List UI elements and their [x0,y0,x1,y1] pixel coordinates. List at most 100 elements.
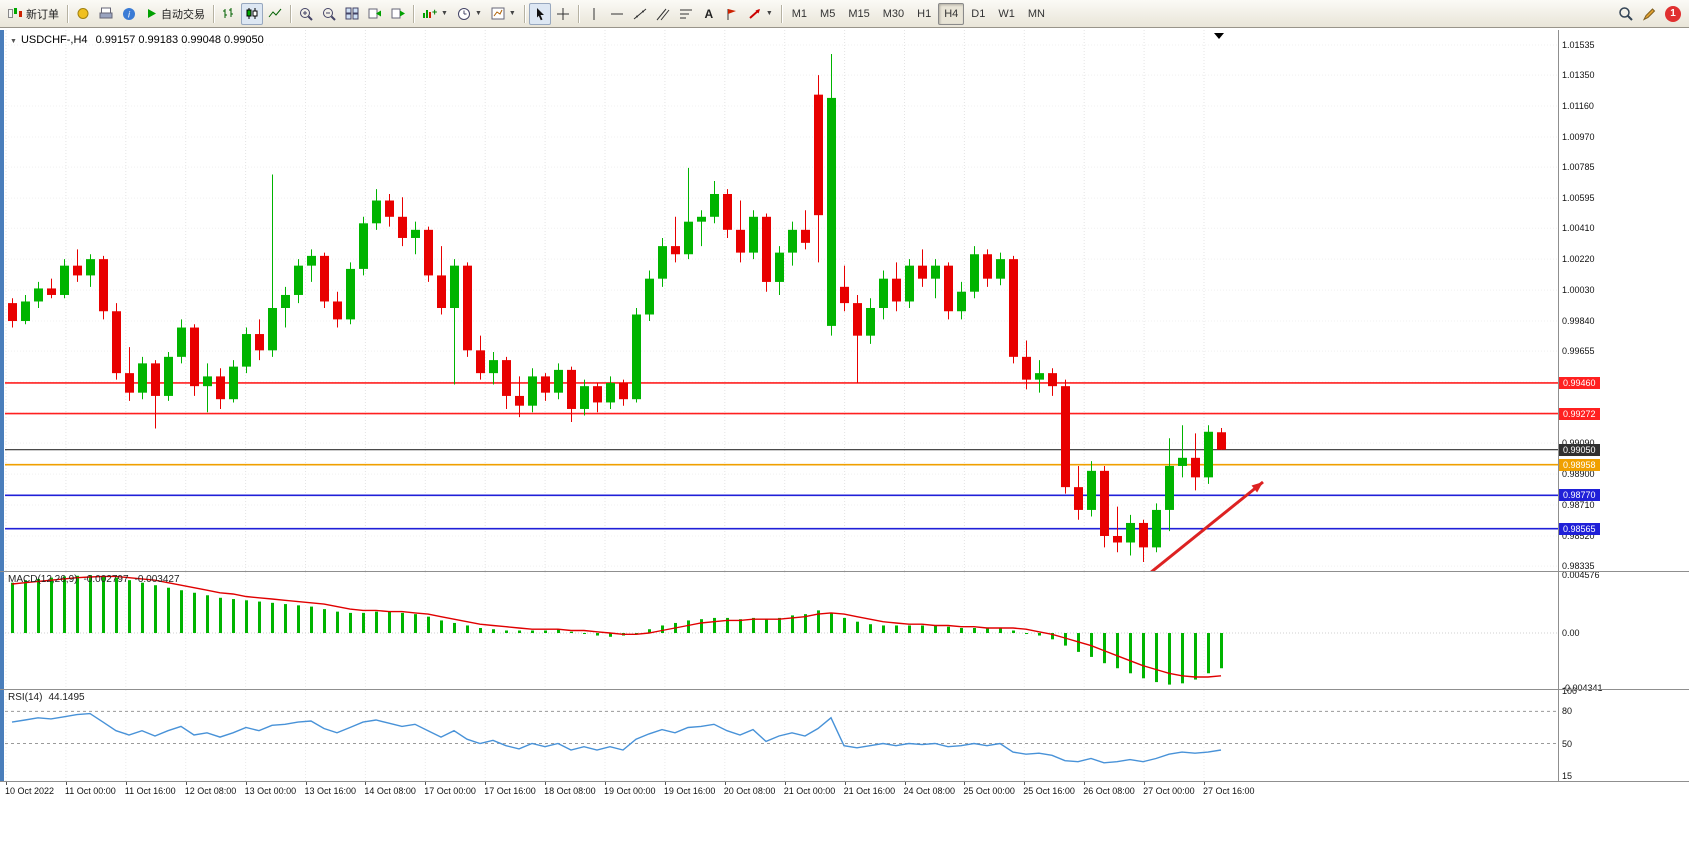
candlestick-mode-button[interactable] [241,2,263,25]
timeframe-button-h4[interactable]: H4 [938,2,965,25]
bar-chart-mode-button[interactable] [218,3,240,25]
text-tool-button[interactable]: A [698,3,720,25]
price-pane[interactable] [5,30,1558,571]
rsi-label: RSI(14) 44.1495 [8,692,91,703]
time-axis-label: 10 Oct 2022 [5,786,55,796]
time-axis[interactable]: 10 Oct 2022 11 Oct 00:00 11 Oct 16:00 12 Oc… [5,782,1565,800]
svg-text:i: i [128,9,131,19]
timeframe-button-m15[interactable]: M15 [848,7,870,20]
pane-separator[interactable] [0,571,1689,572]
macd-signal-value: -0.003427 [134,574,180,585]
timeframe-button-m5[interactable]: M5 [820,7,836,20]
price-axis-label: 0.99655 [1562,346,1595,357]
time-axis-label: 20 Oct 08:00 [723,786,776,796]
time-tick [1084,782,1086,785]
time-tick [245,782,247,785]
new-order-button[interactable]: 新订单 [4,3,63,25]
timeframe-button-m30[interactable]: M30 [882,7,905,20]
pane-separator[interactable] [0,689,1689,690]
macd-main-value: -0.002797 [83,574,129,585]
time-axis-label: 19 Oct 00:00 [604,786,656,796]
print-button[interactable] [95,3,117,25]
time-axis-label: 13 Oct 16:00 [304,786,357,796]
macd-label: MACD(12,26,9) -0.002797 -0.003427 [8,574,186,585]
time-tick [1204,782,1205,785]
time-tick [305,782,307,785]
auto-scroll-button[interactable] [364,3,386,25]
trendline-tool-button[interactable] [629,3,651,25]
clock-icon [457,7,470,20]
separator [523,4,525,23]
cursor-icon [536,7,544,20]
time-axis-label: 25 Oct 16:00 [1023,786,1075,796]
cursor-button[interactable] [528,2,551,25]
time-axis-label: 21 Oct 00:00 [783,786,836,796]
time-tick [6,782,7,785]
arrows-tool-button[interactable]: ▼ [744,3,777,25]
price-axis-label: 0.99090 [1562,438,1595,448]
timeframe-button-h1[interactable]: H1 [917,7,932,20]
time-tick [1024,782,1026,785]
chart-window[interactable]: ▼ USDCHF-,H4 0.99157 0.99183 0.99048 0.990… [0,28,1689,866]
price-level-badge: 0.99272 [1559,407,1600,420]
rsi-axis-label: 80 [1562,706,1573,717]
edit-button[interactable] [1638,3,1660,25]
time-tick [724,782,726,785]
zoom-out-button[interactable] [318,3,340,25]
time-axis-label: 13 Oct 00:00 [244,786,297,796]
channel-tool-button[interactable] [652,3,674,25]
print-icon [99,7,113,19]
tile-windows-button[interactable] [341,3,363,25]
chevron-down-icon[interactable]: ▼ [10,38,17,45]
profile-icon [77,8,89,19]
price-axis-label: 1.00030 [1562,285,1595,296]
label-tool-button[interactable] [721,3,743,25]
template-icon [491,7,505,20]
price-axis-label: 1.00410 [1562,223,1595,234]
rsi-value: 44.1495 [48,692,85,703]
timeframe-button-d1[interactable]: D1 [971,7,986,20]
info-button[interactable]: i [118,3,140,25]
price-axis-label: 1.00595 [1562,193,1595,204]
timeframe-button-w1[interactable]: W1 [998,7,1015,20]
charts-profile-button[interactable] [72,3,94,25]
price-level-badge: 0.98770 [1559,489,1600,502]
line-chart-icon [268,8,282,18]
window-edge [0,30,4,781]
time-tick [605,782,606,785]
dropdown-caret: ▼ [765,10,773,17]
new-order-label: 新订单 [26,8,59,21]
crosshair-button[interactable] [552,3,574,25]
fibonacci-tool-button[interactable] [675,3,697,25]
price-axis-label: 1.01160 [1562,101,1594,112]
horizontal-line-tool-button[interactable] [606,3,628,25]
timeframe-button-m1[interactable]: M1 [791,7,808,20]
new-order-icon [8,8,22,18]
search-button[interactable] [1614,3,1637,25]
timeframe-button-mn[interactable]: MN [1027,7,1045,20]
price-axis-label: 1.01350 [1562,70,1595,81]
periods-button[interactable]: ▼ [453,3,486,25]
ohlc-bars-icon [223,8,233,18]
zoom-in-button[interactable] [295,3,317,25]
notifications-button[interactable]: 1 [1661,3,1685,25]
price-axis-label: 0.98710 [1562,500,1595,511]
autotrade-label: 自动交易 [161,8,205,21]
candlestick-icon [246,8,258,19]
price-axis-label: 1.00970 [1562,131,1595,142]
indicators-button[interactable]: + ▼ [418,3,452,25]
macd-axis-label: 0.004576 [1562,570,1600,581]
time-tick [784,782,786,785]
separator [577,4,579,23]
horizontal-line-icon [610,13,623,14]
autotrade-button[interactable]: 自动交易 [141,3,209,25]
macd-pane[interactable] [5,572,1558,689]
zoom-in-icon [300,7,313,21]
chart-shift-button[interactable] [387,3,409,25]
rsi-pane[interactable] [5,690,1558,781]
vertical-line-tool-button[interactable] [583,3,605,25]
line-chart-mode-button[interactable] [264,3,286,25]
templates-button[interactable]: ▼ [487,3,520,25]
current-price-badge: 0.99050 [1559,443,1600,456]
macd-axis-label: 0.00 [1562,628,1580,639]
